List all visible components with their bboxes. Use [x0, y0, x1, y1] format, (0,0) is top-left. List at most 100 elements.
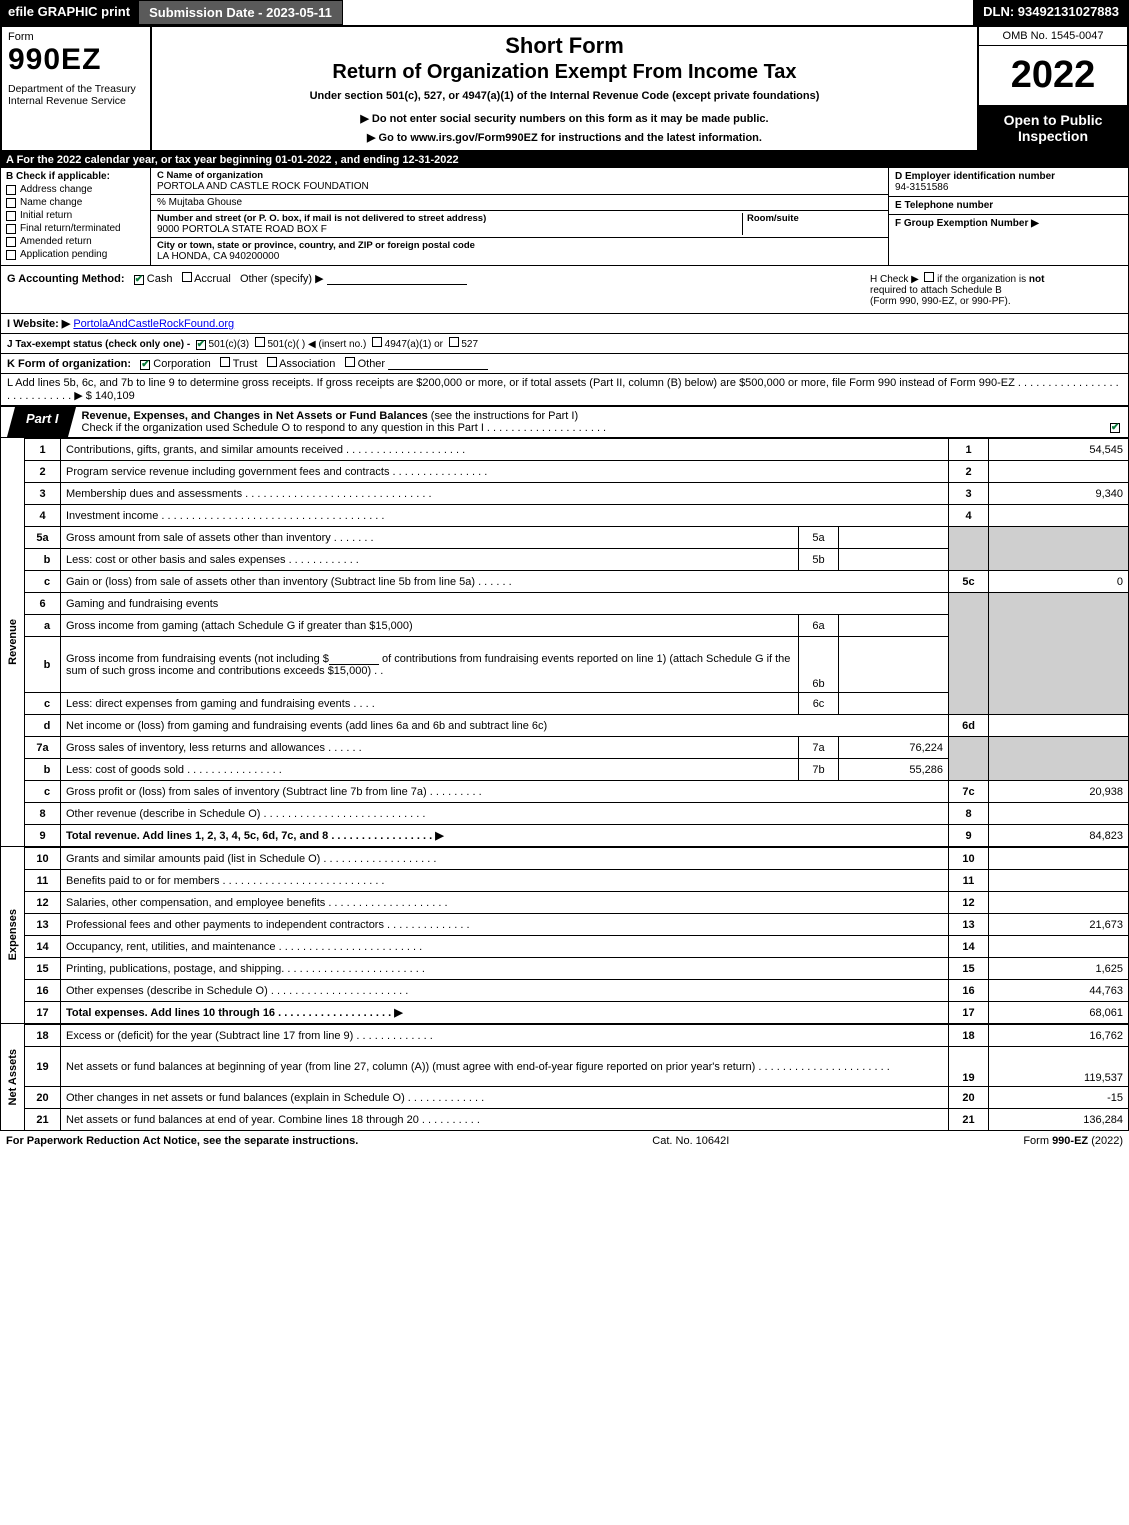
chk-527[interactable]: [449, 337, 459, 347]
line-10-value: [989, 848, 1129, 870]
expenses-block: Expenses 10Grants and similar amounts pa…: [0, 847, 1129, 1024]
line-5b-midval: [839, 549, 949, 571]
line-20-rnum: 20: [949, 1087, 989, 1109]
lbl-other-method: Other (specify) ▶: [240, 273, 324, 285]
line-19-num: 19: [25, 1047, 61, 1087]
line-1-desc: Contributions, gifts, grants, and simila…: [61, 439, 949, 461]
city-value: LA HONDA, CA 940200000: [157, 251, 882, 262]
footer-cat: Cat. No. 10642I: [652, 1135, 729, 1147]
chk-amended-return[interactable]: [6, 237, 16, 247]
lbl-4947: 4947(a)(1) or: [385, 339, 443, 350]
efile-print-label[interactable]: efile GRAPHIC print: [0, 0, 138, 25]
net-assets-table: 18Excess or (deficit) for the year (Subt…: [24, 1024, 1129, 1131]
line-7b-num: b: [25, 759, 61, 781]
chk-cash[interactable]: [134, 275, 144, 285]
net-assets-side-tab: Net Assets: [0, 1024, 24, 1131]
website-link[interactable]: PortolaAndCastleRockFound.org: [73, 318, 234, 330]
line-14-num: 14: [25, 936, 61, 958]
form-id-block: Form 990EZ Department of the Treasury In…: [2, 27, 152, 150]
line-7b-mid: 7b: [799, 759, 839, 781]
line-13-value: 21,673: [989, 914, 1129, 936]
expenses-table: 10Grants and similar amounts paid (list …: [24, 847, 1129, 1024]
chk-corporation[interactable]: [140, 360, 150, 370]
line-6-num: 6: [25, 593, 61, 615]
chk-501c3[interactable]: [196, 340, 206, 350]
line-16-desc: Other expenses (describe in Schedule O) …: [61, 980, 949, 1002]
line-20-num: 20: [25, 1087, 61, 1109]
footer-left: For Paperwork Reduction Act Notice, see …: [6, 1135, 358, 1147]
line-15-rnum: 15: [949, 958, 989, 980]
line-17-desc: Total expenses. Add lines 10 through 16 …: [61, 1002, 949, 1024]
revenue-block: Revenue 1Contributions, gifts, grants, a…: [0, 438, 1129, 847]
line-11-rnum: 11: [949, 870, 989, 892]
omb-number: OMB No. 1545-0047: [979, 27, 1127, 46]
line-3-rnum: 3: [949, 483, 989, 505]
line-7a-num: 7a: [25, 737, 61, 759]
chk-application-pending[interactable]: [6, 250, 16, 260]
subtitle: Under section 501(c), 527, or 4947(a)(1)…: [162, 90, 967, 102]
chk-initial-return[interactable]: [6, 211, 16, 221]
form-label: Form: [8, 31, 144, 43]
room-label: Room/suite: [747, 213, 882, 224]
line-12-rnum: 12: [949, 892, 989, 914]
part1-paren: (see the instructions for Part I): [431, 410, 578, 422]
line-6c-desc: Less: direct expenses from gaming and fu…: [61, 693, 799, 715]
chk-schedule-o-part1[interactable]: [1110, 423, 1120, 433]
care-of: % Mujtaba Ghouse: [157, 197, 242, 208]
row-l: L Add lines 5b, 6c, and 7b to line 9 to …: [0, 374, 1129, 407]
section-a-bar: A For the 2022 calendar year, or tax yea…: [0, 152, 1129, 168]
chk-h[interactable]: [924, 272, 934, 282]
line-18-num: 18: [25, 1025, 61, 1047]
line-16-value: 44,763: [989, 980, 1129, 1002]
goto-link[interactable]: ▶ Go to www.irs.gov/Form990EZ for instru…: [162, 131, 967, 144]
part1-tab: Part I: [7, 407, 76, 437]
line-15-value: 1,625: [989, 958, 1129, 980]
line-18-desc: Excess or (deficit) for the year (Subtra…: [61, 1025, 949, 1047]
dept-label: Department of the Treasury Internal Reve…: [8, 83, 144, 107]
chk-accrual[interactable]: [182, 272, 192, 282]
chk-final-return[interactable]: [6, 224, 16, 234]
chk-trust[interactable]: [220, 357, 230, 367]
line-5ab-shade: [949, 527, 989, 571]
page-footer: For Paperwork Reduction Act Notice, see …: [0, 1131, 1129, 1151]
line-17-num: 17: [25, 1002, 61, 1024]
chk-address-change[interactable]: [6, 185, 16, 195]
line-7ab-shade: [949, 737, 989, 781]
line-6d-num: d: [25, 715, 61, 737]
chk-501c[interactable]: [255, 337, 265, 347]
line-5a-midval: [839, 527, 949, 549]
revenue-side-tab: Revenue: [0, 438, 24, 847]
line-19-value: 119,537: [989, 1047, 1129, 1087]
line-7a-mid: 7a: [799, 737, 839, 759]
chk-name-change[interactable]: [6, 198, 16, 208]
line-6b-midval: [839, 637, 949, 693]
line-6a-midval: [839, 615, 949, 637]
lbl-amended-return: Amended return: [20, 236, 92, 247]
line-6-shade-val: [989, 593, 1129, 715]
title-short-form: Short Form: [162, 33, 967, 59]
other-method-input[interactable]: [327, 273, 467, 285]
line-6b-gap[interactable]: [329, 653, 379, 665]
line-6d-desc: Net income or (loss) from gaming and fun…: [61, 715, 949, 737]
lbl-corporation: Corporation: [153, 358, 210, 370]
revenue-table: 1Contributions, gifts, grants, and simil…: [24, 438, 1129, 847]
box-b: B Check if applicable: Address change Na…: [1, 168, 151, 265]
chk-other-org[interactable]: [345, 357, 355, 367]
line-12-desc: Salaries, other compensation, and employ…: [61, 892, 949, 914]
line-5b-desc: Less: cost or other basis and sales expe…: [61, 549, 799, 571]
other-org-input[interactable]: [388, 358, 488, 370]
line-21-rnum: 21: [949, 1109, 989, 1131]
h-not: not: [1029, 274, 1045, 285]
chk-4947[interactable]: [372, 337, 382, 347]
chk-association[interactable]: [267, 357, 277, 367]
street-value: 9000 PORTOLA STATE ROAD BOX F: [157, 224, 742, 235]
line-19-rnum: 19: [949, 1047, 989, 1087]
part1-header: Part I Revenue, Expenses, and Changes in…: [0, 407, 1129, 438]
line-1-value: 54,545: [989, 439, 1129, 461]
line-17-rnum: 17: [949, 1002, 989, 1024]
lbl-association: Association: [279, 358, 335, 370]
line-6b-mid: 6b: [799, 637, 839, 693]
lbl-527: 527: [461, 339, 478, 350]
ssn-warning: ▶ Do not enter social security numbers o…: [162, 112, 967, 125]
city-label: City or town, state or province, country…: [157, 240, 882, 251]
